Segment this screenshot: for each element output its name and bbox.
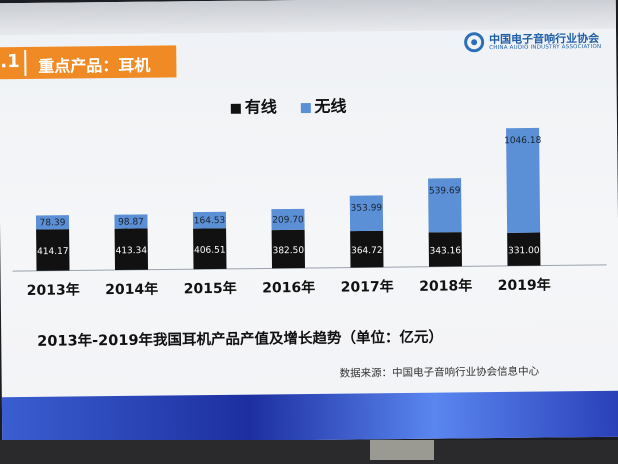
bar-wireless-2013年 (35, 215, 70, 230)
bar-wireless-2016年 (271, 208, 305, 231)
data-label-wired-2014年: 413.34 (116, 246, 148, 256)
bar-wired-2015年 (193, 228, 227, 270)
bar-wired-2019年 (507, 232, 541, 266)
bar-wired-2017年 (350, 230, 384, 268)
presentation-slide: .1 重点产品：耳机 中国电子音响行业协会 CHINA AUDIO INDUST… (0, 0, 618, 443)
data-label-wireless-2013年: 78.39 (40, 218, 66, 228)
x-tick-label-2019年: 2019年 (498, 276, 551, 294)
bar-wireless-2014年 (114, 214, 148, 229)
x-tick-label-2018年: 2018年 (419, 277, 472, 295)
bar-wired-2014年 (114, 228, 149, 271)
stacked-bar-chart: 414.17 78.39 2013年 413.34 98.87 2014年 406.51 16… (12, 127, 607, 299)
x-tick-label-2016年: 2016年 (262, 279, 315, 297)
bar-wired-2018年 (428, 232, 462, 267)
data-label-wireless-2014年: 98.87 (118, 217, 144, 227)
data-label-wired-2015年: 406.51 (194, 246, 226, 256)
chart-caption: 2013年-2019年我国耳机产品产值及增长趋势（单位：亿元） (37, 329, 444, 350)
bar-wireless-2015年 (192, 211, 227, 229)
x-tick-label-2013年: 2013年 (27, 281, 80, 299)
stage-light (370, 440, 434, 460)
bar-wireless-2019年 (506, 127, 541, 233)
data-label-wireless-2015年: 164.53 (194, 216, 226, 226)
data-label-wired-2018年: 343.16 (430, 246, 462, 256)
bar-wireless-2018年 (428, 178, 462, 233)
x-tick-label-2015年: 2015年 (184, 280, 237, 298)
data-label-wireless-2016年: 209.70 (272, 215, 304, 225)
bar-wired-2013年 (36, 229, 70, 271)
data-label-wired-2019年: 331.00 (508, 246, 540, 256)
data-label-wired-2013年: 414.17 (37, 247, 69, 257)
room-ceiling (0, 440, 618, 464)
data-label-wireless-2019年: 1046.18 (504, 136, 542, 146)
x-tick-label-2014年: 2014年 (105, 281, 158, 299)
data-source-note: 数据来源：中国电子音响行业协会信息中心 (339, 365, 540, 380)
slide-bottom-decoration (1, 390, 618, 444)
data-label-wired-2017年: 364.72 (351, 246, 383, 256)
bar-wireless-2017年 (349, 195, 384, 232)
data-label-wireless-2017年: 353.99 (351, 203, 383, 213)
data-label-wired-2016年: 382.50 (273, 246, 305, 256)
x-tick-label-2017年: 2017年 (341, 278, 394, 296)
bar-wired-2016年 (271, 229, 306, 269)
data-label-wireless-2018年: 539.69 (429, 186, 461, 196)
